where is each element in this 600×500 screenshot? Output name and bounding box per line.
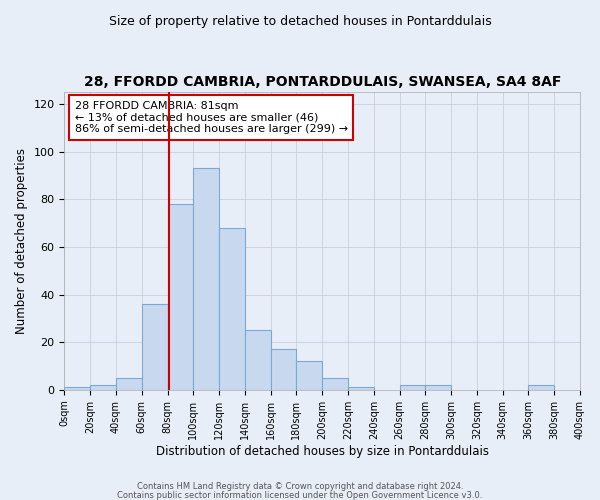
Y-axis label: Number of detached properties: Number of detached properties: [15, 148, 28, 334]
Bar: [296, 362, 322, 390]
Bar: [116, 378, 142, 390]
Bar: [322, 378, 348, 390]
Bar: [64, 388, 90, 390]
Text: Contains public sector information licensed under the Open Government Licence v3: Contains public sector information licen…: [118, 490, 482, 500]
Bar: [193, 168, 219, 390]
Bar: [529, 385, 554, 390]
Bar: [245, 330, 271, 390]
Bar: [348, 388, 374, 390]
Bar: [400, 385, 425, 390]
Bar: [219, 228, 245, 390]
Bar: [90, 385, 116, 390]
Bar: [167, 204, 193, 390]
Text: 28 FFORDD CAMBRIA: 81sqm
← 13% of detached houses are smaller (46)
86% of semi-d: 28 FFORDD CAMBRIA: 81sqm ← 13% of detach…: [75, 101, 348, 134]
Bar: [425, 385, 451, 390]
Bar: [142, 304, 167, 390]
Text: Contains HM Land Registry data © Crown copyright and database right 2024.: Contains HM Land Registry data © Crown c…: [137, 482, 463, 491]
Bar: [271, 350, 296, 390]
Text: Size of property relative to detached houses in Pontarddulais: Size of property relative to detached ho…: [109, 15, 491, 28]
Title: 28, FFORDD CAMBRIA, PONTARDDULAIS, SWANSEA, SA4 8AF: 28, FFORDD CAMBRIA, PONTARDDULAIS, SWANS…: [83, 76, 561, 90]
X-axis label: Distribution of detached houses by size in Pontarddulais: Distribution of detached houses by size …: [156, 444, 489, 458]
